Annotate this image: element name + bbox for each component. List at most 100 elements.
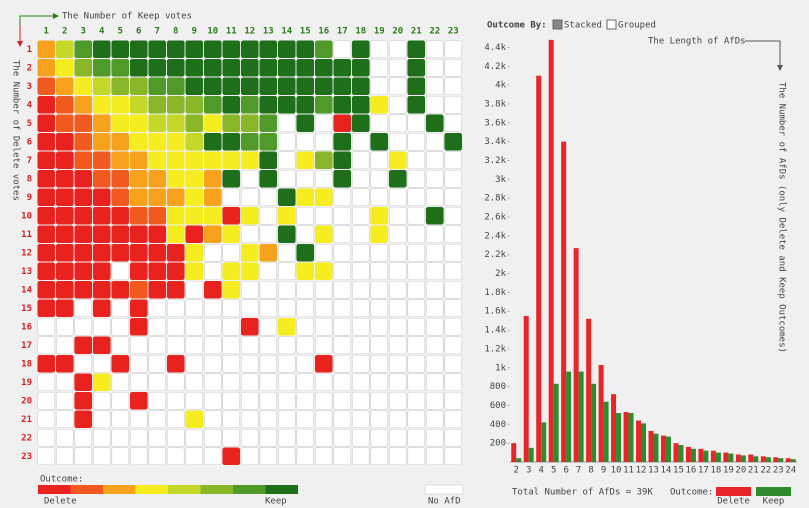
heatmap-cell	[74, 225, 93, 244]
heatmap-cell	[407, 354, 426, 373]
heatmap-cell	[277, 336, 296, 355]
heatmap-cell	[370, 206, 389, 225]
heatmap-cell	[388, 151, 407, 170]
heatmap-cell	[240, 243, 259, 262]
heatmap-cell	[111, 373, 130, 392]
heatmap-cell	[148, 206, 167, 225]
y-tick-label: 600	[490, 401, 506, 411]
heatmap-cell	[203, 280, 222, 299]
column-label: 9	[192, 27, 197, 37]
heatmap-cell	[74, 40, 93, 59]
heatmap-cell	[37, 299, 56, 318]
heatmap-cell	[129, 428, 148, 447]
stacked-checkbox[interactable]	[552, 19, 563, 30]
heatmap-cell	[296, 77, 315, 96]
heatmap-cell	[407, 262, 426, 281]
heatmap-cell	[259, 225, 278, 244]
annotation: Total Number of AfDs = 39K	[512, 488, 653, 498]
heatmap-cell	[296, 354, 315, 373]
heatmap-cell	[37, 151, 56, 170]
heatmap-cell	[129, 336, 148, 355]
heatmap-cell	[333, 280, 352, 299]
heatmap-cell	[222, 169, 241, 188]
bar	[760, 456, 766, 462]
heatmap-cell	[148, 317, 167, 336]
heatmap-cell	[74, 151, 93, 170]
heatmap-cell	[388, 410, 407, 429]
heatmap-cell	[240, 336, 259, 355]
heatmap-cell	[370, 58, 389, 77]
heatmap-cell	[55, 299, 74, 318]
bar	[690, 448, 696, 462]
heatmap-cell	[55, 132, 74, 151]
grouped-checkbox[interactable]	[606, 19, 617, 30]
heatmap-cell	[37, 58, 56, 77]
heatmap-cell	[166, 58, 185, 77]
heatmap-cell	[74, 336, 93, 355]
heatmap-cell	[277, 206, 296, 225]
heatmap-cell	[148, 243, 167, 262]
heatmap-cell	[37, 336, 56, 355]
heatmap-cell	[370, 151, 389, 170]
column-label: 1	[44, 27, 49, 37]
heatmap-cell	[129, 114, 148, 133]
heatmap-cell	[92, 410, 111, 429]
heatmap-cell	[240, 114, 259, 133]
heatmap-cell	[111, 299, 130, 318]
bar-legend-title: Outcome:	[670, 488, 713, 498]
heatmap-cell	[351, 410, 370, 429]
heatmap-cell	[166, 262, 185, 281]
heatmap-cell	[277, 114, 296, 133]
heatmap-cell	[314, 410, 333, 429]
heatmap-cell	[259, 188, 278, 207]
heatmap-cell	[74, 77, 93, 96]
row-label: 4	[27, 100, 33, 110]
heatmap-cell	[129, 354, 148, 373]
heatmap-cell	[92, 299, 111, 318]
heatmap-cell	[277, 77, 296, 96]
heatmap-cell	[148, 58, 167, 77]
heatmap-cell	[203, 336, 222, 355]
heatmap-cell	[111, 95, 130, 114]
y-tick-label: 1.4k	[484, 326, 506, 336]
heatmap-cell	[444, 40, 463, 59]
heatmap-cell	[407, 151, 426, 170]
heatmap-cell	[74, 447, 93, 466]
heatmap-cell	[92, 280, 111, 299]
legend-low-label: Delete	[44, 497, 77, 507]
x-tick-label: 2	[514, 466, 519, 476]
heatmap-cell	[203, 114, 222, 133]
heatmap-cell	[333, 428, 352, 447]
y-tick-label: 3.6k	[484, 118, 506, 128]
heatmap-cell	[425, 391, 444, 410]
row-label: 8	[27, 174, 32, 184]
y-tick-label: 1.8k	[484, 288, 506, 298]
heatmap-cell	[203, 206, 222, 225]
heatmap-cell	[277, 58, 296, 77]
heatmap-cell	[203, 354, 222, 373]
heatmap-cell	[259, 410, 278, 429]
heatmap-cell	[314, 114, 333, 133]
heatmap-cell	[425, 114, 444, 133]
heatmap-cell	[259, 169, 278, 188]
stacked-label[interactable]: Stacked	[564, 21, 602, 31]
heatmap-cell	[74, 206, 93, 225]
y-tick-label: 1.6k	[484, 307, 506, 317]
heatmap-cell	[74, 428, 93, 447]
heatmap-cell	[444, 225, 463, 244]
grouped-label[interactable]: Grouped	[618, 21, 656, 31]
heatmap-cell	[388, 188, 407, 207]
heatmap-cell	[314, 317, 333, 336]
bar	[561, 141, 567, 462]
bar	[653, 433, 659, 462]
heatmap-cell	[111, 428, 130, 447]
heatmap-cell	[388, 391, 407, 410]
heatmap-cell	[444, 243, 463, 262]
y-tick-label: 3.2k	[484, 156, 506, 166]
heatmap-cell	[388, 40, 407, 59]
heatmap-cell	[148, 373, 167, 392]
heatmap-cell	[185, 354, 204, 373]
heatmap-cell	[148, 225, 167, 244]
heatmap-cell	[203, 243, 222, 262]
